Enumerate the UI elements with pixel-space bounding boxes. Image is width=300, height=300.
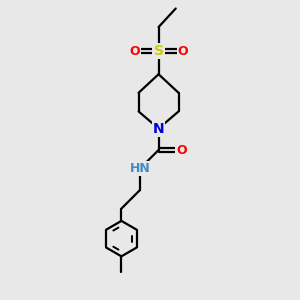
Text: O: O <box>176 143 187 157</box>
Text: S: S <box>154 44 164 58</box>
Text: O: O <box>129 45 140 58</box>
Text: N: N <box>153 122 164 136</box>
Text: O: O <box>178 45 188 58</box>
Text: HN: HN <box>130 162 150 175</box>
